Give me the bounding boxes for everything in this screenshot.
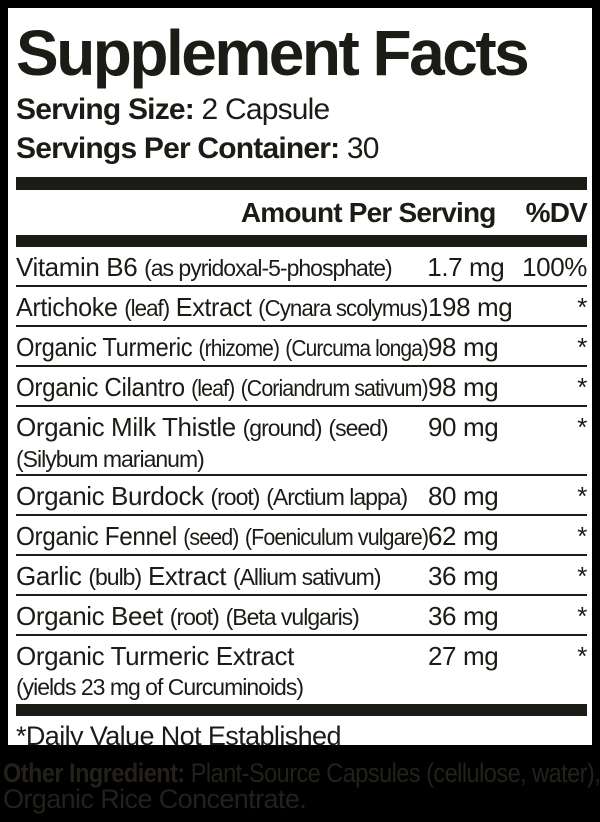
ingredient-name-cell: Organic Beet (root) (Beta vulgaris) (16, 601, 428, 632)
ingredient-row: Organic Turmeric (rhizome) (Curcuma long… (16, 327, 587, 367)
ingredient-name: Organic Fennel (seed) (Foeniculum vulgar… (16, 521, 429, 551)
ingredient-amount: 80 mg (428, 481, 499, 511)
ingredient-name-cell: Organic Burdock (root) (Arctium lappa) (16, 481, 428, 512)
ingredient-name: Organic Beet (root) (Beta vulgaris) (16, 601, 360, 631)
other-ingredient-value2: Organic Rice Concentrate. (3, 784, 307, 814)
ingredient-row: Organic Turmeric Extract (yields 23 mg o… (16, 636, 587, 704)
other-ingredient-value1: Plant-Source Capsules (cellulose, water)… (190, 758, 600, 788)
ingredient-amount: 36 mg (428, 561, 499, 591)
ingredient-name: Organic Turmeric (rhizome) (Curcuma long… (16, 332, 429, 362)
ingredient-amount: 27 mg (428, 641, 499, 671)
ingredient-row: Organic Milk Thistle (ground) (seed) (Si… (16, 407, 587, 476)
ingredient-dv: * (577, 601, 587, 631)
ingredient-dv: * (577, 332, 587, 362)
ingredient-name-line2: (Silybum marianum) (16, 446, 205, 472)
ingredient-name-cell: Organic Fennel (seed) (Foeniculum vulgar… (16, 521, 429, 552)
ingredient-row: Organic Cilantro (leaf) (Coriandrum sati… (16, 367, 587, 407)
ingredient-amount: 1.7 mg (427, 252, 505, 282)
ingredient-dv: * (577, 561, 587, 591)
ingredient-amount: 90 mg (428, 412, 499, 442)
ingredient-name: Organic Turmeric Extract (16, 641, 294, 671)
divider-bar-top (16, 177, 587, 190)
ingredient-name: Organic Milk Thistle (ground) (seed) (16, 412, 389, 442)
ingredient-name: Vitamin B6 (as pyridoxal-5-phosphate) (16, 252, 393, 282)
ingredient-row: Organic Fennel (seed) (Foeniculum vulgar… (16, 516, 587, 556)
ingredient-rows: Vitamin B6 (as pyridoxal-5-phosphate) 1.… (16, 247, 587, 704)
ingredient-name-line2: (yields 23 mg of Curcuminoids) (16, 674, 304, 700)
ingredient-dv: * (577, 412, 587, 442)
other-ingredient-line2: Organic Rice Concentrate. (3, 784, 600, 814)
ingredient-dv: * (577, 292, 587, 322)
ingredient-dv: * (577, 372, 587, 402)
column-header-row: Amount Per Serving %DV (16, 190, 588, 235)
ingredient-row: Garlic (bulb) Extract (Allium sativum) 3… (16, 556, 587, 596)
ingredient-name: Organic Cilantro (leaf) (Coriandrum sati… (16, 372, 429, 402)
ingredient-name: Artichoke (leaf) Extract (Cynara scolymu… (16, 292, 428, 322)
serving-size-value: 2 Capsule (201, 93, 331, 126)
ingredient-dv: * (577, 521, 587, 551)
ingredient-name: Organic Burdock (root) (Arctium lappa) (16, 481, 408, 511)
ingredient-row: Organic Beet (root) (Beta vulgaris) 36 m… (16, 596, 587, 636)
ingredient-amount: 198 mg (428, 292, 513, 322)
ingredient-name-cell: Vitamin B6 (as pyridoxal-5-phosphate) (16, 252, 427, 283)
serving-size-label: Serving Size: (16, 93, 195, 126)
ingredient-name-cell: Organic Turmeric Extract (yields 23 mg o… (16, 641, 428, 702)
divider-bar-bottom (16, 704, 587, 716)
ingredient-name-cell: Organic Milk Thistle (ground) (seed) (Si… (16, 412, 428, 474)
ingredient-row: Artichoke (leaf) Extract (Cynara scolymu… (16, 287, 587, 327)
supplement-facts-panel: Supplement Facts Serving Size: 2 Capsule… (8, 8, 592, 745)
other-ingredient-line1: Other Ingredient: Plant-Source Capsules … (3, 758, 600, 788)
serving-size-line: Serving Size: 2 Capsule (16, 90, 587, 129)
ingredient-dv: * (577, 641, 587, 671)
servings-per-container-label: Servings Per Container: (16, 132, 340, 165)
ingredient-row: Vitamin B6 (as pyridoxal-5-phosphate) 1.… (16, 247, 587, 287)
ingredient-name: Garlic (bulb) Extract (Allium sativum) (16, 561, 381, 591)
ingredient-name-cell: Organic Turmeric (rhizome) (Curcuma long… (16, 332, 429, 363)
dv-header: %DV (525, 196, 588, 228)
servings-per-container-line: Servings Per Container: 30 (16, 129, 587, 168)
daily-value-footnote: *Daily Value Not Established (16, 721, 341, 745)
divider-bar-header (16, 235, 587, 247)
amount-per-serving-header: Amount Per Serving (240, 196, 497, 228)
other-ingredient-section: Other Ingredient: Plant-Source Capsules … (3, 752, 600, 814)
ingredient-name-cell: Garlic (bulb) Extract (Allium sativum) (16, 561, 428, 592)
title-wrap: Supplement Facts (16, 18, 587, 90)
ingredient-name-cell: Organic Cilantro (leaf) (Coriandrum sati… (16, 372, 429, 403)
ingredient-amount: 98 mg (428, 372, 499, 402)
ingredient-dv: * (577, 481, 587, 511)
other-ingredient-label: Other Ingredient: (3, 758, 185, 788)
ingredient-dv: 100% (522, 252, 587, 282)
ingredient-amount: 62 mg (428, 521, 499, 551)
servings-per-container-value: 30 (346, 132, 380, 165)
ingredient-name-cell: Artichoke (leaf) Extract (Cynara scolymu… (16, 292, 428, 323)
ingredient-amount: 36 mg (428, 601, 499, 631)
ingredient-amount: 98 mg (428, 332, 499, 362)
page-title: Supplement Facts (16, 17, 530, 89)
ingredient-row: Organic Burdock (root) (Arctium lappa) 8… (16, 476, 587, 516)
